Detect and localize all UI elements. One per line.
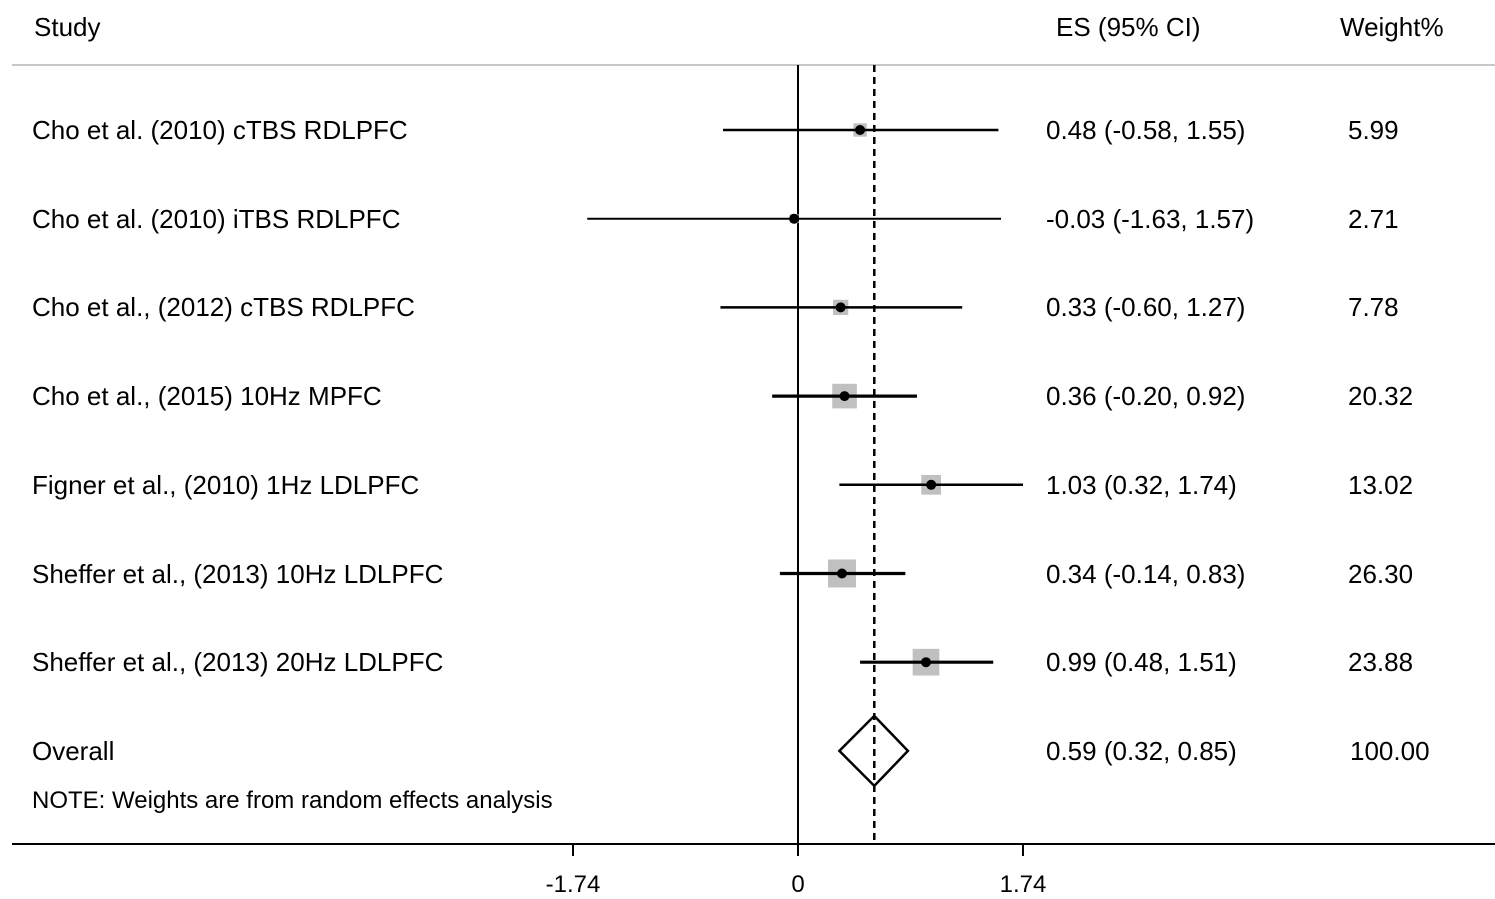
x-tick-label: 0 [791,871,805,898]
point-estimate [921,657,932,668]
study-label: Figner et al., (2010) 1Hz LDLPFC [32,469,420,500]
weight-value: 2.71 [1348,203,1399,234]
es-ci-value: 0.48 (-0.58, 1.55) [1046,115,1246,145]
es-ci-value: 0.33 (-0.60, 1.27) [1046,292,1246,323]
study-label: Cho et al., (2012) cTBS RDLPFC [32,292,415,323]
overall-diamond [837,714,910,788]
header-weight: Weight% [1340,12,1444,42]
x-tick-label: -1.74 [545,871,601,898]
es-ci-value: 0.99 (0.48, 1.51) [1046,647,1237,678]
point-estimate [855,125,866,135]
weights-note: NOTE: Weights are from random effects an… [32,787,553,814]
weight-value: 26.30 [1348,558,1414,589]
study-label: Sheffer et al., (2013) 10Hz LDLPFC [32,558,444,589]
weight-value: 5.99 [1348,115,1399,145]
es-ci-value: 0.36 (-0.20, 0.92) [1046,381,1246,412]
es-ci-value: 0.34 (-0.14, 0.83) [1046,558,1246,589]
study-label: Sheffer et al., (2013) 20Hz LDLPFC [32,647,444,678]
point-estimate [839,391,850,402]
overall-es-ci: 0.59 (0.32, 0.85) [1046,735,1237,766]
point-estimate [789,213,800,224]
study-label: Cho et al. (2010) cTBS RDLPFC [32,115,408,145]
header-study: Study [34,12,101,42]
weight-value: 23.88 [1348,647,1414,678]
weight-value: 13.02 [1348,469,1414,500]
study-label: Cho et al., (2015) 10Hz MPFC [32,381,382,412]
weight-value: 20.32 [1348,381,1414,412]
weight-value: 7.78 [1348,292,1399,323]
point-estimate [836,568,847,579]
es-ci-value: -0.03 (-1.63, 1.57) [1046,203,1255,234]
es-ci-value: 1.03 (0.32, 1.74) [1046,469,1237,500]
header-es: ES (95% CI) [1056,12,1201,42]
overall-weight: 100.00 [1350,735,1430,766]
point-estimate [835,302,846,313]
point-estimate [926,479,937,490]
x-tick-label: 1.74 [999,871,1047,898]
overall-label: Overall [32,735,115,766]
study-label: Cho et al. (2010) iTBS RDLPFC [32,203,401,234]
